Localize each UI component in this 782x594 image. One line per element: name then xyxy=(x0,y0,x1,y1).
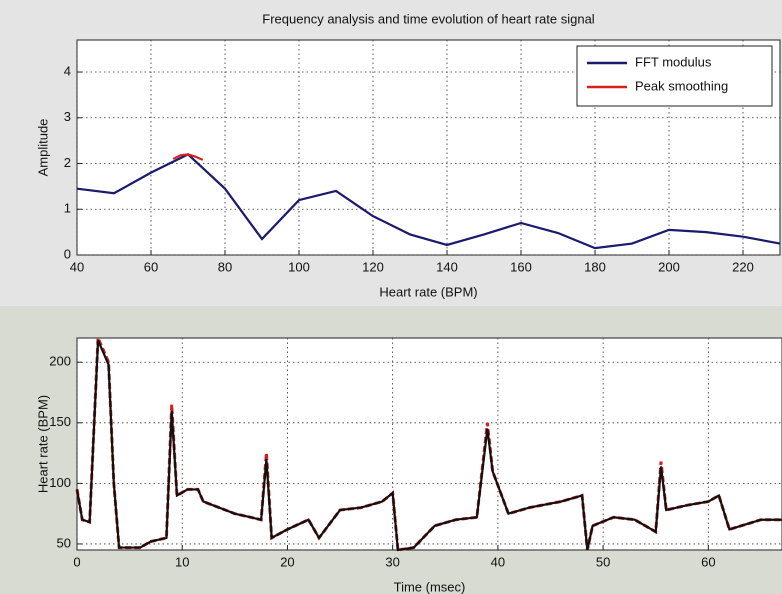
y-tick-label: 4 xyxy=(64,63,71,78)
x-tick-label: 220 xyxy=(732,259,754,274)
x-tick-label: 60 xyxy=(701,554,715,569)
x-tick-label: 40 xyxy=(491,554,505,569)
plot-area xyxy=(76,337,782,551)
x-tick-label: 180 xyxy=(584,259,606,274)
y-tick-label: 100 xyxy=(49,475,71,490)
y-tick-label: 200 xyxy=(49,354,71,369)
x-tick-label: 20 xyxy=(280,554,294,569)
y-tick-label: 0 xyxy=(64,246,71,261)
x-tick-label: 60 xyxy=(144,259,158,274)
series-line xyxy=(76,153,781,250)
y-tick-label: 3 xyxy=(64,109,71,124)
x-tick-label: 40 xyxy=(70,259,84,274)
y-tick-label: 2 xyxy=(64,155,71,170)
series-line xyxy=(75,339,782,552)
x-tick-label: 160 xyxy=(510,259,532,274)
x-tick-label: 140 xyxy=(436,259,458,274)
y-axis-label: Heart rate (BPM) xyxy=(35,395,50,493)
x-axis-label: Time (msec) xyxy=(394,579,466,594)
legend-label: Peak smoothing xyxy=(635,78,728,93)
x-axis-label: Heart rate (BPM) xyxy=(379,284,477,299)
legend-label: FFT modulus xyxy=(635,54,712,69)
x-tick-label: 50 xyxy=(596,554,610,569)
x-tick-label: 0 xyxy=(73,554,80,569)
x-tick-label: 100 xyxy=(288,259,310,274)
y-tick-label: 150 xyxy=(49,414,71,429)
y-tick-label: 50 xyxy=(57,535,71,550)
x-tick-label: 80 xyxy=(218,259,232,274)
chart-title: Frequency analysis and time evolution of… xyxy=(262,11,595,26)
x-tick-label: 30 xyxy=(385,554,399,569)
y-tick-label: 1 xyxy=(64,201,71,216)
legend-box xyxy=(576,45,773,107)
x-tick-label: 10 xyxy=(175,554,189,569)
series-line xyxy=(172,153,204,161)
x-tick-label: 200 xyxy=(658,259,680,274)
y-axis-label: Amplitude xyxy=(35,119,50,177)
x-tick-label: 120 xyxy=(362,259,384,274)
